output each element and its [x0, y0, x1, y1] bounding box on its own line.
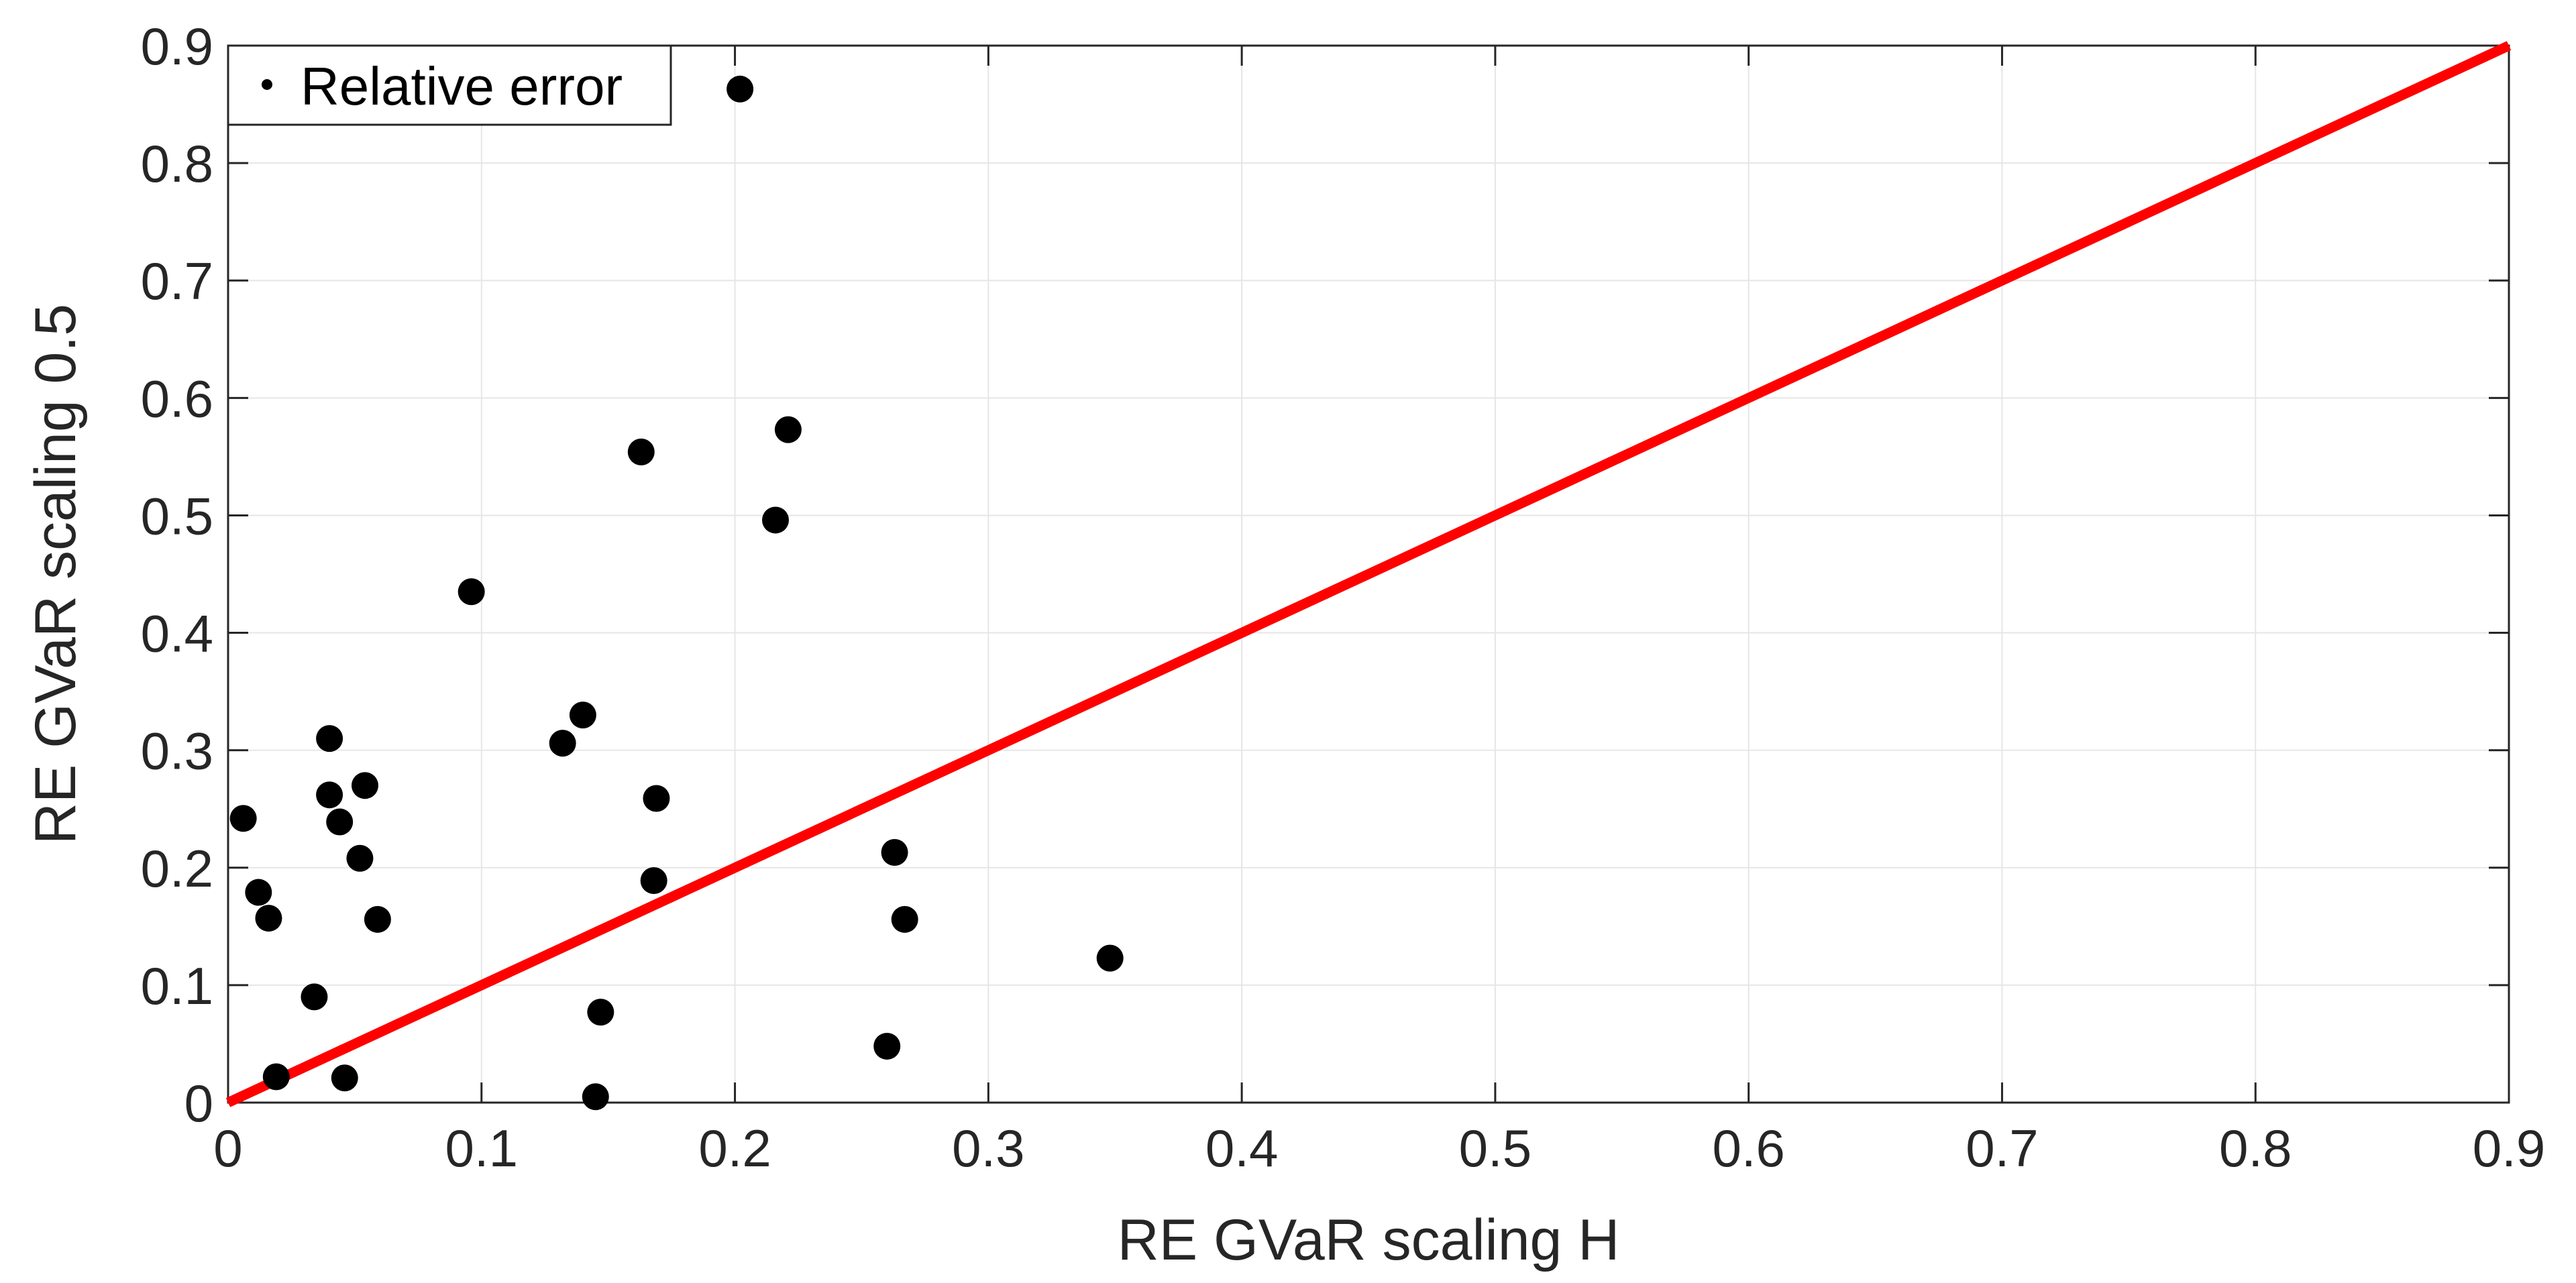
scatter-point: [1096, 944, 1124, 972]
series-layer: [225, 41, 2512, 1111]
scatter-point: [727, 75, 754, 103]
scatter-point: [346, 844, 374, 872]
y-tick-label: 0.5: [141, 486, 213, 545]
scatter-point: [262, 1063, 290, 1091]
y-tick-label: 0.1: [141, 956, 213, 1015]
scatter-point: [364, 905, 391, 933]
y-axis-label: RE GVaR scaling 0.5: [23, 304, 88, 844]
scatter-point: [640, 867, 667, 895]
scatter-point: [331, 1064, 358, 1092]
ticks-layer: 0 0.1 0.2 0.3 0.4 0.5 0.6 0.7 0.8 0.9 0 0.1 0.2 0.3 0.…: [141, 17, 2546, 1178]
x-tick-label: 0.2: [698, 1119, 771, 1178]
scatter-point: [326, 808, 354, 836]
x-tick-label: 0: [213, 1119, 242, 1178]
legend: Relative error: [227, 44, 672, 126]
scatter-point: [774, 416, 802, 443]
y-tick-label: 0.9: [141, 17, 213, 76]
grid-layer: [228, 46, 2509, 1103]
x-tick-label: 0.7: [1966, 1119, 2038, 1178]
x-axis-label: RE GVaR scaling H: [1118, 1208, 1620, 1272]
reference-line: [225, 41, 2512, 1107]
scatter-point: [762, 506, 789, 534]
x-tick-label: 0.4: [1205, 1119, 1278, 1178]
x-tick-label: 0.8: [2219, 1119, 2292, 1178]
legend-label: Relative error: [301, 56, 623, 116]
scatter-point: [873, 1032, 901, 1060]
scatter-point: [316, 725, 343, 752]
x-tick-label: 0.5: [1459, 1119, 1532, 1178]
scatter-point: [255, 905, 282, 932]
x-tick-label: 0.9: [2473, 1119, 2545, 1178]
scatter-point: [587, 999, 614, 1026]
scatter-point: [352, 772, 378, 799]
scatter-point: [643, 785, 670, 812]
x-tick-label: 0.6: [1712, 1119, 1784, 1178]
scatter-point: [891, 905, 918, 933]
scatter-point: [569, 702, 596, 729]
scatter-point: [229, 805, 257, 832]
axes-layer: [227, 44, 2510, 1104]
y-tick-label: 0.4: [141, 604, 213, 663]
scatter-point: [582, 1083, 609, 1111]
y-tick-label: 0.8: [141, 134, 213, 193]
legend-box: [227, 44, 672, 126]
y-tick-label: 0.6: [141, 369, 213, 428]
scatter-point: [245, 879, 272, 906]
legend-marker-icon: [262, 79, 272, 90]
scatter-point: [301, 983, 328, 1011]
y-tick-label: 0.2: [141, 839, 213, 898]
y-tick-label: 0.7: [141, 252, 213, 311]
scatter-point: [627, 438, 655, 465]
x-tick-label: 0.3: [952, 1119, 1024, 1178]
y-tick-label: 0.3: [141, 722, 213, 781]
scatter-point: [458, 578, 485, 606]
y-tick-label: 0: [184, 1074, 213, 1133]
axes-frame: [227, 44, 2510, 1104]
scatter-point: [549, 730, 576, 757]
scatter-point: [881, 839, 908, 867]
x-tick-label: 0.1: [445, 1119, 518, 1178]
scatter-point: [316, 781, 343, 809]
